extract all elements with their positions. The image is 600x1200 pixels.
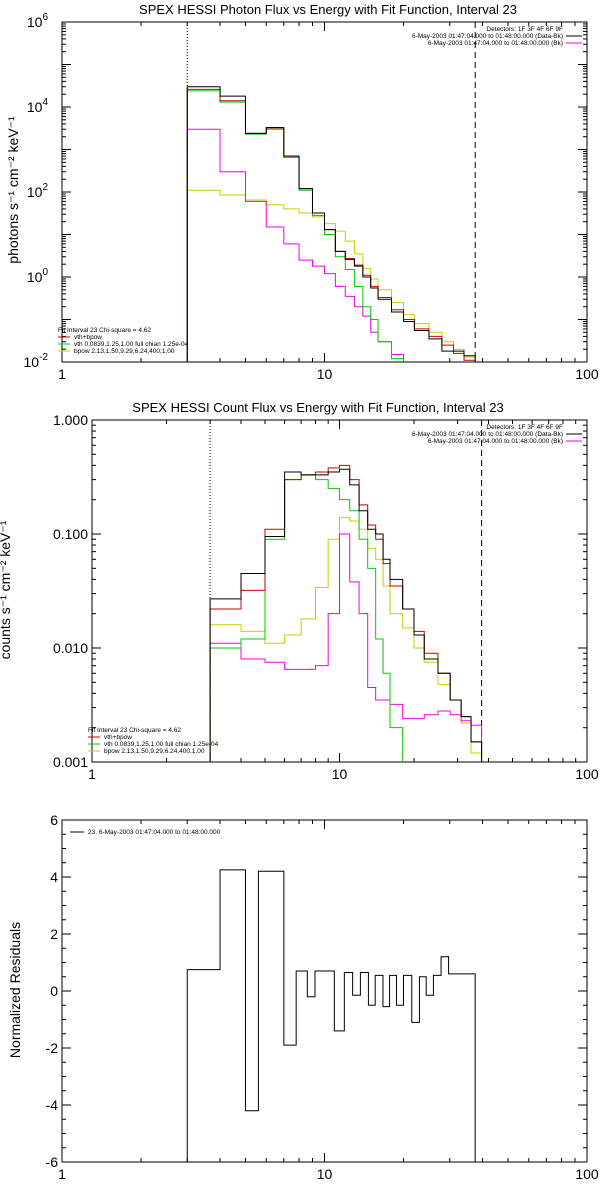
series-line-vth	[186, 90, 405, 362]
legend-text: 6-May-2003 01:47:04.000 to 01:48:00.000 …	[412, 431, 563, 438]
legend-text: Fit Interval 23 Chi-square = 4.62	[58, 327, 151, 334]
x-tick-label: 10	[332, 766, 348, 782]
y-tick-label: 0.100	[53, 526, 88, 542]
series-group	[186, 869, 476, 1162]
legend-text: bpow 2.13,1.50,9.29,6.24,400,1.00	[74, 348, 175, 355]
residuals-panel: Normalized Residuals 1 10 100 -6 -4 -2 0 2 4 6 23.…	[7, 812, 599, 1182]
series-line-23	[186, 869, 476, 1162]
y-tick-label: 6	[50, 812, 58, 828]
y-tick-label: 104	[27, 97, 49, 115]
y-tick-label: -6	[46, 1154, 59, 1170]
x-tick-label: 100	[575, 1166, 599, 1182]
y-tick-label: 100	[27, 267, 49, 285]
count-flux-ylabel: counts s⁻¹ cm⁻² keV⁻¹	[0, 520, 13, 659]
legend-text: Fit Interval 23 Chi-square = 4.62	[88, 727, 181, 734]
y-tick-label: 10-2	[24, 352, 49, 370]
legend-text: 6-May-2003 01:47:04.000 to 01:48:00.000 …	[412, 33, 563, 40]
x-tick-label: 100	[575, 766, 599, 782]
legend-text: vth 0.0839,1.25,1.00 full chian 1.25e-04	[104, 741, 219, 748]
y-tick-label: 106	[27, 12, 49, 30]
y-tick-label: 0.010	[53, 640, 88, 656]
residuals-ylabel: Normalized Residuals	[7, 922, 23, 1058]
x-tick-label: 1	[88, 766, 96, 782]
x-tick-label: 1	[58, 366, 66, 382]
legend-text: 6-May-2003 01:47:04.000 to 01:48:00.000 …	[428, 40, 563, 47]
legend-text: vth+bpow	[74, 334, 102, 341]
legend-text: bpow 2.13,1.50,9.29,6.24,400,1.00	[104, 748, 205, 755]
legend-text: 6-May-2003 01:47:04.000 to 01:48:00.000 …	[428, 438, 563, 445]
plot-frame	[61, 21, 588, 363]
photon-flux-title: SPEX HESSI Photon Flux vs Energy with Fi…	[139, 2, 517, 17]
series-line-bk	[209, 533, 483, 762]
x-tick-label: 100	[575, 366, 599, 382]
plot-frame	[61, 819, 588, 1163]
legend-text: Detectors: 1F 3F 4F 6F 9F	[486, 424, 563, 431]
legend-text: Detectors: 1F 3F 4F 6F 9F	[486, 26, 563, 33]
residuals-plot-area: 1 10 100 -6 -4 -2 0 2 4 6 23. 6-May-2003 01:47:04.…	[46, 812, 599, 1182]
x-tick-label: 10	[317, 1166, 333, 1182]
legend-text: vth+bpow	[104, 734, 132, 741]
photon-flux-ylabel: photons s⁻¹ cm⁻² keV⁻¹	[5, 116, 21, 264]
photon-flux-plot-area: 1 10 100 10-2 100 102 104 106 Detectors: 1F 3F 4…	[24, 12, 599, 382]
series-line-data-bk	[209, 468, 483, 762]
series-group	[186, 86, 476, 362]
series-line-vth-bpow	[186, 88, 476, 362]
y-tick-label: 102	[27, 182, 49, 200]
y-tick-label: 0	[50, 983, 58, 999]
series-line-vth	[209, 474, 404, 762]
y-tick-label: 0.001	[53, 754, 88, 770]
series-line-bpow	[209, 516, 483, 762]
y-tick-label: 2	[50, 926, 58, 942]
legend-text: vth 0.0839,1.25,1.00 full chian 1.25e-04	[74, 341, 189, 348]
count-flux-plot-area: 1 10 100 0.001 0.010 0.100 1.000 Detectors: 1F …	[53, 412, 599, 782]
series-line-data-bk	[186, 86, 476, 362]
count-flux-panel: SPEX HESSI Count Flux vs Energy with Fit…	[0, 400, 599, 782]
y-tick-label: -4	[46, 1097, 59, 1113]
y-tick-label: 1.000	[53, 412, 88, 428]
x-tick-label: 1	[58, 1166, 66, 1182]
x-tick-label: 10	[317, 366, 333, 382]
series-line-bk	[186, 128, 405, 362]
y-tick-label: 4	[50, 869, 58, 885]
series-group	[209, 464, 483, 762]
series-line-bpow	[186, 189, 476, 362]
photon-flux-panel: SPEX HESSI Photon Flux vs Energy with Fi…	[5, 2, 599, 382]
legend-text: 23. 6-May-2003 01:47:04.000 to 01:48:00.…	[88, 829, 221, 836]
y-tick-label: -2	[46, 1040, 59, 1056]
count-flux-title: SPEX HESSI Count Flux vs Energy with Fit…	[132, 400, 503, 415]
series-line-vth-bpow	[209, 464, 483, 762]
